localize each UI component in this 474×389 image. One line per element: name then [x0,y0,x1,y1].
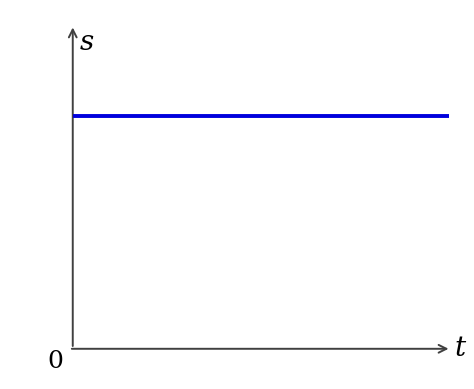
Text: s: s [80,29,94,56]
Text: 0: 0 [47,350,64,373]
Text: t: t [454,335,465,362]
